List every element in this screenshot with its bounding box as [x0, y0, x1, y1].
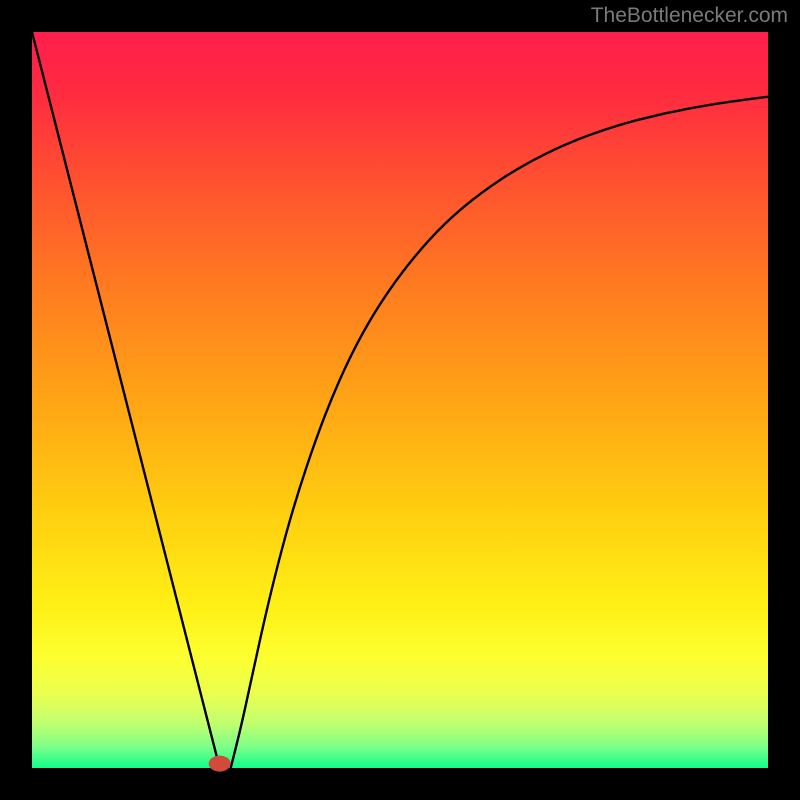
bottleneck-chart	[0, 0, 800, 800]
watermark-text: TheBottlenecker.com	[591, 4, 788, 28]
optimal-point-marker	[209, 756, 231, 772]
plot-background	[32, 32, 768, 768]
chart-container: TheBottlenecker.com	[0, 0, 800, 800]
